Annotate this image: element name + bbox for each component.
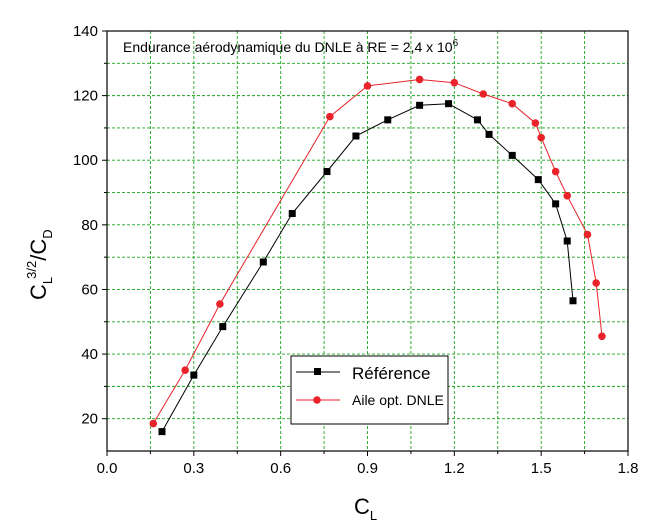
data-point <box>323 168 331 176</box>
data-point <box>563 237 571 245</box>
data-point <box>485 130 493 138</box>
x-tick-label: 0.0 <box>97 460 118 477</box>
data-point <box>216 300 224 308</box>
annotation-text: Endurance aérodynamique du DNLE à RE = 2… <box>123 38 459 55</box>
data-point <box>326 112 334 121</box>
legend-label-optimized: Aile opt. DNLE <box>352 392 444 408</box>
data-point <box>552 200 560 208</box>
data-point <box>259 258 267 266</box>
data-point <box>563 191 572 200</box>
series-optimized <box>149 75 606 428</box>
legend-box <box>290 355 449 425</box>
legend: Référence Aile opt. DNLE <box>290 355 449 425</box>
y-tick-label: 20 <box>81 411 98 428</box>
x-tick-label: 0.3 <box>183 460 204 477</box>
data-point <box>479 90 488 98</box>
x-tick-label: 0.9 <box>357 460 378 477</box>
x-axis-title: CL <box>354 494 377 523</box>
data-point <box>508 99 517 108</box>
y-axis-title: CL3/2/CD <box>24 229 55 300</box>
data-point <box>415 75 424 84</box>
y-tick-label: 100 <box>73 152 98 169</box>
data-point <box>450 78 459 87</box>
data-point <box>384 116 392 124</box>
legend-label-reference: Référence <box>352 364 430 383</box>
data-point <box>416 101 424 109</box>
x-tick-label: 1.5 <box>531 460 552 477</box>
data-point <box>551 167 560 176</box>
data-point <box>592 279 600 287</box>
data-point <box>569 297 577 305</box>
y-tick-label: 60 <box>81 281 98 298</box>
data-point <box>158 428 166 436</box>
data-point <box>537 133 545 142</box>
x-tick-label: 1.8 <box>618 460 639 477</box>
data-point <box>534 176 542 184</box>
data-point <box>352 132 360 140</box>
data-point <box>531 119 540 127</box>
data-point <box>445 100 453 108</box>
data-point <box>219 323 227 331</box>
legend-marker-optimized <box>313 396 321 404</box>
series-group <box>149 75 606 436</box>
series-reference <box>158 100 577 436</box>
y-tick-label: 80 <box>81 217 98 234</box>
data-point <box>181 366 189 375</box>
series-line <box>152 78 603 424</box>
x-tick-label: 1.2 <box>444 460 465 477</box>
y-tick-label: 120 <box>73 88 98 105</box>
data-point <box>149 419 158 428</box>
y-tick-label: 140 <box>73 23 98 40</box>
data-point <box>473 116 481 124</box>
data-point <box>583 230 592 239</box>
legend-marker-reference <box>314 368 321 375</box>
data-point <box>288 210 296 218</box>
data-point <box>508 151 516 159</box>
data-point <box>190 371 198 379</box>
data-point <box>363 82 372 90</box>
axis-ticks: 0.0 0.3 0.6 0.9 1.2 1.5 1.8 20 40 60 80 100 120 140 <box>73 23 638 477</box>
y-tick-label: 40 <box>81 346 98 363</box>
x-tick-label: 0.6 <box>270 460 291 477</box>
data-point <box>598 332 606 341</box>
